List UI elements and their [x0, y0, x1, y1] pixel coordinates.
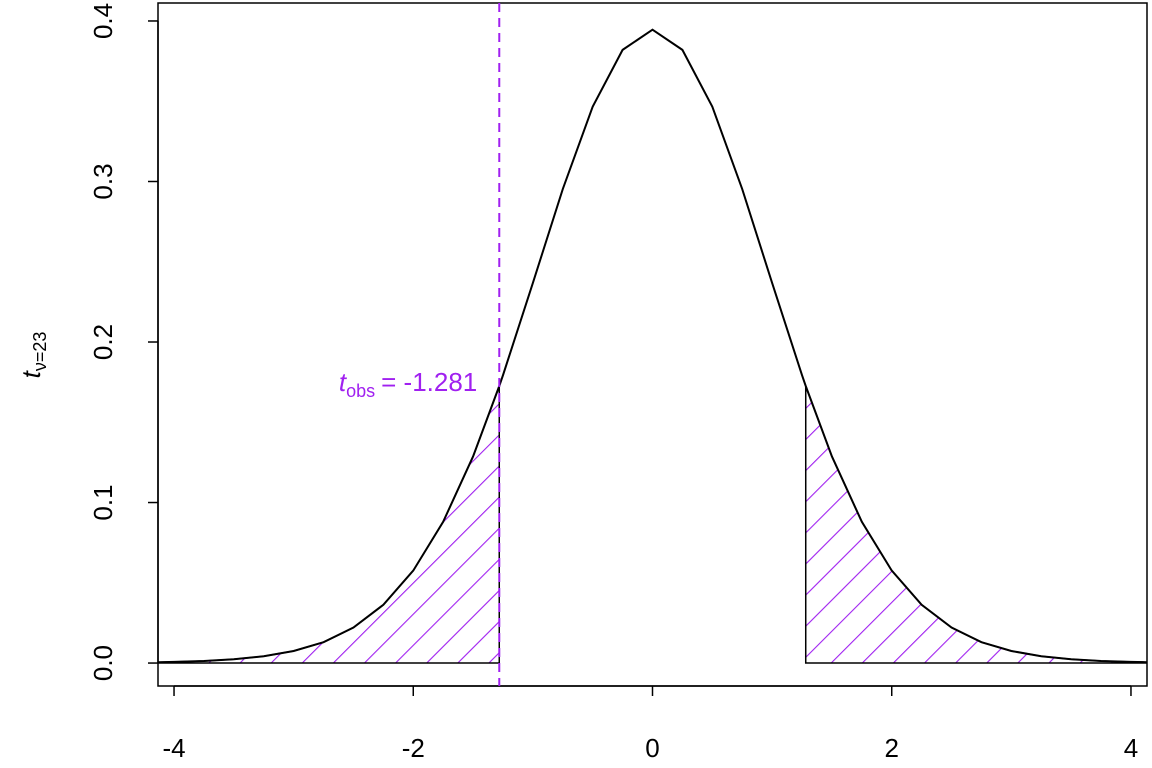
tail-area	[157, 385, 501, 664]
y-tick-label: 0.0	[88, 645, 118, 681]
y-axis-label: tν=23	[16, 332, 50, 379]
annotation-sub: obs	[346, 381, 375, 401]
annotation: tobs = -1.281	[339, 367, 477, 401]
y-tick-label: 0.1	[88, 484, 118, 520]
x-tick-label: 4	[1124, 733, 1138, 763]
tail-area	[804, 385, 1148, 664]
y-tick-label: 0.3	[88, 163, 118, 199]
y-tick-label: 0.4	[88, 3, 118, 39]
x-tick-label: 2	[885, 733, 899, 763]
annotation-label: = -1.281	[381, 367, 477, 397]
y-label-sub: ν=23	[30, 332, 50, 372]
density-curve	[158, 28, 1147, 664]
y-label-main: t	[16, 369, 46, 378]
plot-box	[157, 2, 1148, 687]
x-tick-label: 0	[645, 733, 659, 763]
y-tick-label: 0.2	[88, 324, 118, 360]
annotation-main: t	[339, 367, 348, 397]
x-tick-label: -4	[162, 733, 185, 763]
x-tick-label: -2	[402, 733, 425, 763]
